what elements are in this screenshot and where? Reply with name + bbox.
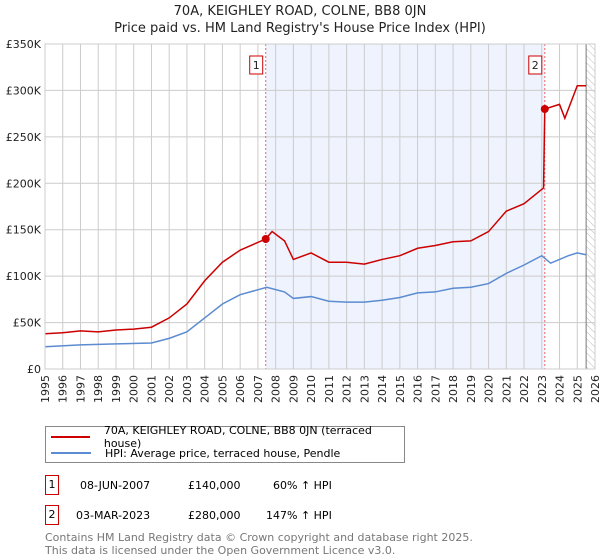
x-tick-label: 2019 [465, 375, 478, 403]
x-tick-label: 2004 [199, 375, 212, 403]
sale-price: £140,000 [188, 479, 241, 492]
series-line-hpi [44, 252, 587, 348]
footer: Contains HM Land Registry data © Crown c… [45, 531, 473, 557]
x-tick-label: 2002 [163, 375, 176, 403]
sale-hpi: 60% ↑ HPI [273, 479, 332, 492]
sale-badge: 1 [45, 475, 59, 495]
sale-price: £280,000 [188, 509, 241, 522]
chart-subtitle: Price paid vs. HM Land Registry's House … [114, 21, 486, 36]
sale-label: 2 [532, 59, 539, 72]
sale-badge: 2 [45, 505, 59, 525]
sale-row: 2 03-MAR-2023 £280,000 147% ↑ HPI [45, 505, 545, 525]
x-tick-label: 2008 [270, 375, 283, 403]
x-tick-label: 2009 [287, 375, 300, 403]
x-tick-label: 2021 [500, 375, 513, 403]
sale-point [261, 235, 270, 243]
x-tick-label: 2016 [412, 375, 425, 403]
legend-item-property: 70A, KEIGHLEY ROAD, COLNE, BB8 0JN (terr… [46, 424, 404, 450]
sale-point [540, 105, 549, 113]
sale-label-box [249, 55, 264, 75]
x-tick-label: 2014 [376, 375, 389, 403]
legend-label: HPI: Average price, terraced house, Pend… [105, 446, 341, 460]
future-hatch [586, 44, 595, 369]
legend-item-hpi: HPI: Average price, terraced house, Pend… [46, 445, 340, 461]
x-tick-label: 2005 [216, 375, 229, 403]
footer-line: Contains HM Land Registry data © Crown c… [45, 531, 473, 544]
x-tick-label: 2003 [181, 375, 194, 403]
y-tick-label: £50K [13, 317, 42, 330]
x-tick-label: 2006 [234, 375, 247, 403]
x-tick-label: 1995 [39, 375, 52, 403]
x-tick-label: 2026 [589, 375, 600, 403]
legend-label: 70A, KEIGHLEY ROAD, COLNE, BB8 0JN (terr… [103, 424, 372, 450]
legend-swatch [51, 436, 90, 438]
footer-line: This data is licensed under the Open Gov… [45, 544, 396, 557]
legend: 70A, KEIGHLEY ROAD, COLNE, BB8 0JN (terr… [45, 424, 405, 463]
x-tick-label: 1998 [92, 375, 105, 403]
x-tick-label: 2011 [323, 375, 336, 403]
x-tick-label: 2013 [358, 375, 371, 403]
x-tick-label: 2015 [394, 375, 407, 403]
x-tick-label: 2001 [145, 375, 158, 403]
x-tick-label: 2012 [341, 375, 354, 403]
y-tick-label: £350K [6, 38, 42, 51]
x-tick-label: 2020 [483, 375, 496, 403]
sale-date: 08-JUN-2007 [80, 479, 151, 492]
sale-date: 03-MAR-2023 [76, 509, 151, 522]
shaded-period [265, 44, 545, 369]
y-tick-label: £250K [6, 131, 42, 144]
x-tick-label: 1997 [74, 375, 87, 403]
x-tick-label: 2025 [571, 375, 584, 403]
sale-label-box [528, 55, 543, 75]
series-line-property [44, 85, 587, 335]
y-tick-label: £150K [6, 224, 42, 237]
x-tick-label: 2023 [536, 375, 549, 403]
sale-label: 1 [253, 59, 260, 72]
x-tick-label: 2007 [252, 375, 265, 403]
sale-row: 1 08-JUN-2007 £140,000 60% ↑ HPI [45, 475, 545, 495]
x-tick-label: 1999 [110, 375, 123, 403]
y-tick-label: £100K [6, 270, 42, 283]
x-tick-label: 2000 [128, 375, 141, 403]
x-tick-label: 2024 [554, 375, 567, 403]
legend-swatch [51, 452, 91, 454]
x-tick-label: 1996 [57, 375, 70, 403]
y-tick-label: £0 [27, 363, 41, 376]
y-tick-label: £300K [6, 84, 42, 97]
y-tick-label: £200K [6, 177, 42, 190]
x-tick-label: 2010 [305, 375, 318, 403]
x-tick-label: 2017 [429, 375, 442, 403]
chart-title: 70A, KEIGHLEY ROAD, COLNE, BB8 0JN [173, 4, 427, 19]
sale-hpi: 147% ↑ HPI [266, 509, 332, 522]
plot-area: 1995 1996 1997 1998 1999 2000 2001 2002 2003 2004… [6, 38, 600, 403]
x-tick-label: 2018 [447, 375, 460, 403]
x-tick-label: 2022 [518, 375, 531, 403]
plot-border [44, 43, 596, 370]
